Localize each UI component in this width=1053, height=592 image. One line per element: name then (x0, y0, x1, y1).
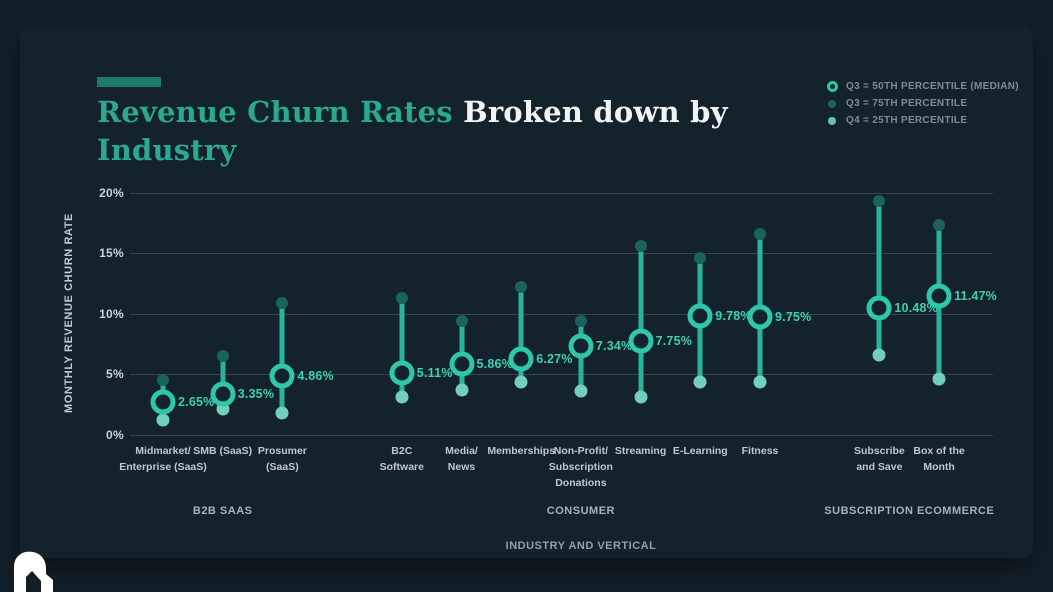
p75-dot (634, 239, 647, 252)
category-label: Midmarket/Enterprise (SaaS) (119, 445, 207, 473)
category-label: Memberships (487, 445, 556, 457)
median-marker (210, 381, 236, 407)
p25-dot (872, 348, 886, 362)
legend-item-median: Q3 = 50TH PERCENTILE (MEDIAN) (826, 78, 1019, 95)
category-label: Prosumer (SaaS) (257, 445, 307, 473)
industry-group-label: CONSUMER (546, 505, 615, 517)
industry-group-label: SUBSCRIPTION ECOMMERCE (824, 505, 995, 517)
title-teal-part: Revenue Churn Rates (97, 95, 464, 129)
percentile-range-stem (876, 200, 882, 355)
p75-dot (395, 291, 408, 304)
title-white-part: Broken down by (463, 95, 728, 129)
p75-dot (754, 227, 766, 240)
median-value-label: 9.78% (715, 309, 752, 324)
category-label: Non-Profit/Subscription Donations (548, 445, 613, 489)
gridline (130, 192, 993, 194)
median-value-label: 11.47% (954, 288, 997, 303)
median-marker (150, 389, 176, 415)
p25-dot (514, 375, 528, 389)
median-value-label: 7.34% (595, 338, 633, 353)
percentile-range-stem (279, 302, 285, 413)
p25-dot (932, 372, 946, 386)
median-marker (866, 295, 892, 321)
category-label: Box of the Month (913, 445, 965, 473)
chart-panel (20, 27, 1033, 558)
title-accent-bar (97, 77, 161, 87)
p25-dot (156, 413, 170, 427)
median-marker (269, 363, 295, 389)
category-label: E-Learning (672, 445, 728, 457)
median-value-label: 5.86% (476, 356, 513, 371)
y-tick-label: 0% (106, 427, 124, 442)
median-marker (687, 303, 713, 329)
category-label: Media/News (445, 445, 478, 473)
p75-dot (694, 251, 707, 264)
median-marker (747, 304, 773, 330)
p25-dot (574, 384, 588, 398)
median-value-label: 2.65% (178, 395, 215, 410)
median-ring-icon (826, 81, 838, 92)
category-label: Fitness (741, 445, 779, 457)
median-value-label: 4.86% (297, 368, 334, 383)
percentile-range-stem (399, 297, 405, 397)
gridline (130, 374, 993, 375)
p25-dot (693, 375, 707, 389)
dot-dark-icon (826, 99, 838, 108)
p75-dot (455, 314, 468, 327)
category-label: Subscribe and Save (854, 445, 905, 473)
legend-label: Q4 = 25TH PERCENTILE (846, 115, 968, 126)
page-title: Revenue Churn Rates Broken down by Indust… (97, 93, 737, 169)
industry-group-label: B2B SAAS (192, 505, 253, 517)
legend-label: Q3 = 50TH PERCENTILE (MEDIAN) (846, 81, 1019, 92)
p75-dot (276, 296, 289, 309)
y-tick-label: 15% (99, 246, 124, 260)
percentile-range-stem (638, 245, 644, 397)
legend-label: Q3 = 75TH PERCENTILE (846, 98, 968, 109)
p75-dot (873, 194, 886, 207)
p25-dot (455, 383, 468, 397)
gridline (130, 434, 993, 436)
median-marker (926, 283, 952, 309)
p75-dot (933, 219, 946, 232)
p75-dot (515, 280, 528, 293)
median-marker (389, 360, 415, 386)
x-axis-title: INDUSTRY AND VERTICAL (505, 540, 657, 552)
brand-logo (14, 551, 53, 592)
p25-dot (753, 375, 767, 389)
median-value-label: 10.48% (894, 300, 938, 315)
legend-item-p25: Q4 = 25TH PERCENTILE (826, 112, 1019, 129)
median-value-label: 5.11% (416, 365, 453, 380)
p75-dot (157, 374, 169, 387)
legend: Q3 = 50TH PERCENTILE (MEDIAN) Q3 = 75TH … (826, 78, 1019, 129)
gridline (130, 253, 993, 254)
y-tick-label: 10% (99, 306, 124, 321)
median-marker (449, 351, 474, 377)
category-label: Streaming (614, 445, 667, 457)
median-value-label: 3.35% (237, 386, 275, 401)
gridline (130, 313, 993, 315)
dot-light-icon (826, 116, 838, 125)
p25-dot (275, 406, 289, 420)
median-value-label: 6.27% (536, 351, 573, 366)
category-label: B2C Software (379, 445, 424, 473)
p75-dot (216, 349, 229, 362)
title-line2: Industry (97, 133, 237, 167)
median-marker (508, 346, 534, 372)
y-tick-label: 20% (99, 185, 124, 200)
p25-dot (634, 390, 648, 404)
median-marker (568, 333, 594, 359)
median-marker (628, 328, 654, 354)
median-value-label: 7.75% (655, 333, 693, 348)
p25-dot (395, 390, 409, 404)
p75-dot (574, 314, 587, 327)
legend-item-p75: Q3 = 75TH PERCENTILE (826, 95, 1019, 112)
median-value-label: 9.75% (775, 309, 812, 324)
percentile-range-stem (518, 286, 524, 383)
category-label: SMB (SaaS) (193, 445, 253, 457)
y-tick-label: 5% (106, 367, 124, 381)
